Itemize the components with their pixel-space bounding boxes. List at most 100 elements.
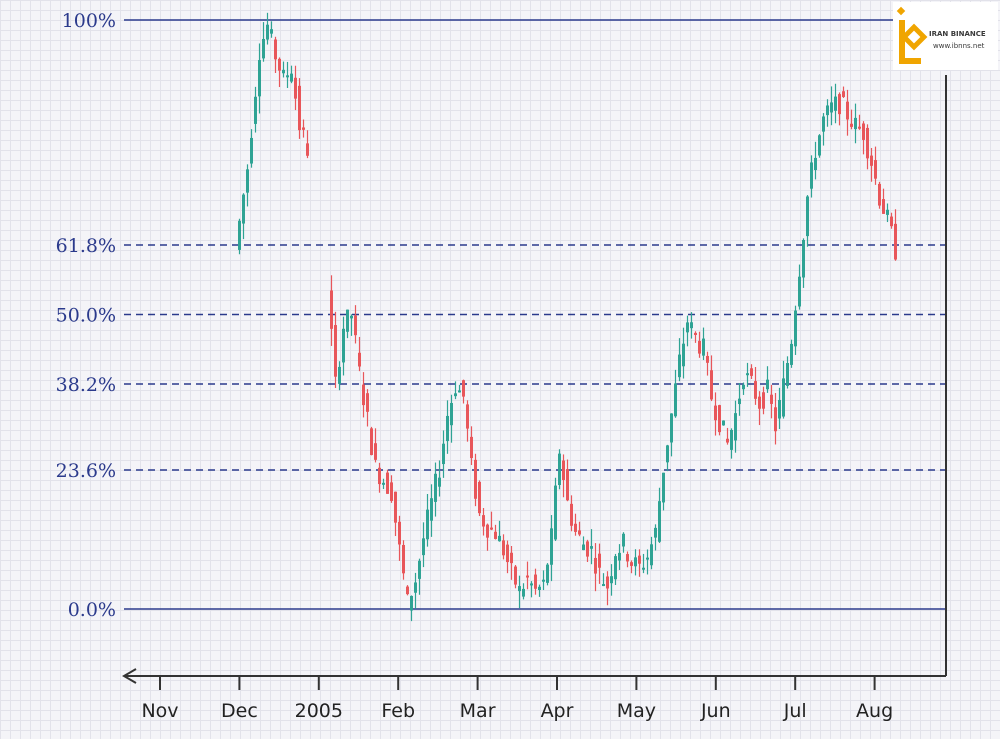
candle-up	[634, 557, 637, 567]
candle-up	[746, 373, 749, 376]
fib-label: 23.6%	[56, 460, 116, 482]
candle-down	[870, 155, 873, 166]
x-tick-label: 2005	[295, 700, 343, 722]
candle-up	[682, 343, 685, 367]
candle-down	[362, 384, 365, 406]
candle-up	[442, 443, 445, 465]
candle-up	[550, 528, 553, 565]
candle-down	[762, 392, 765, 409]
fib-level-labels: 100% 61.8% 50.0% 38.2% 23.6% 0.0%	[56, 10, 116, 621]
candle-down	[866, 127, 869, 159]
candle-up	[518, 586, 521, 592]
candle-up	[446, 415, 449, 442]
candle-down	[394, 491, 397, 523]
x-tick-label: Jul	[783, 700, 807, 722]
fib-level-lines	[124, 19, 946, 610]
candle-up	[678, 354, 681, 378]
candle-up	[646, 557, 649, 560]
candle-up	[722, 420, 725, 426]
candle-up	[426, 509, 429, 540]
candle-down	[718, 405, 721, 433]
x-axis-ticks: Nov Dec 2005 Feb Mar Apr May Jun Jul Aug	[141, 676, 893, 722]
candle-up	[238, 220, 241, 250]
candle-down	[502, 540, 505, 556]
candle-up	[622, 533, 625, 547]
candle-up	[734, 413, 737, 441]
candle-down	[758, 396, 761, 409]
candle-up	[782, 378, 785, 417]
x-tick-label: Mar	[460, 700, 496, 722]
brand-mark-icon	[896, 6, 928, 64]
candle-down	[334, 325, 337, 377]
candle-down	[850, 123, 853, 127]
candle-up	[786, 363, 789, 386]
candle-down	[406, 586, 409, 595]
candle-up	[654, 527, 657, 538]
candle-up	[806, 196, 809, 237]
candle-down	[726, 438, 729, 443]
candle-down	[330, 290, 333, 329]
candle-up	[670, 413, 673, 443]
fib-label: 50.0%	[56, 305, 116, 327]
candle-down	[594, 557, 597, 574]
candle-up	[818, 135, 821, 156]
candle-down	[526, 575, 529, 578]
candle-down	[510, 552, 513, 564]
x-tick-label: Dec	[221, 700, 258, 722]
candle-up	[266, 24, 269, 40]
candle-up	[530, 583, 533, 586]
candle-up	[822, 116, 825, 132]
candle-down	[890, 216, 893, 227]
candle-down	[862, 123, 865, 140]
candle-down	[366, 393, 369, 412]
candle-up	[242, 194, 245, 224]
candle-down	[534, 574, 537, 589]
candle-down	[578, 530, 581, 535]
candle-down	[586, 541, 589, 557]
candle-down	[278, 58, 281, 71]
x-tick-label: Nov	[141, 700, 178, 722]
candle-down	[574, 523, 577, 532]
candle-down	[506, 544, 509, 563]
brand-url: www.ibnns.net	[933, 42, 985, 50]
candle-up	[826, 105, 829, 116]
candle-down	[462, 380, 465, 397]
candle-down	[562, 460, 565, 480]
candle-up	[662, 472, 665, 503]
candle-up	[346, 309, 349, 332]
candle-down	[774, 407, 777, 432]
fib-label: 61.8%	[56, 235, 116, 257]
candle-down	[770, 394, 773, 404]
candle-up	[438, 477, 441, 487]
candle-up	[498, 535, 501, 542]
candle-up	[886, 209, 889, 215]
candle-up	[602, 584, 605, 587]
candle-down	[598, 553, 601, 568]
candle-up	[618, 552, 621, 561]
candle-up	[766, 379, 769, 390]
candle-up	[342, 328, 345, 363]
candle-down	[714, 405, 717, 421]
fib-label: 38.2%	[56, 374, 116, 396]
candle-down	[486, 524, 489, 538]
x-axis-arrow-icon	[122, 668, 137, 684]
candle-up	[690, 322, 693, 329]
candle-down	[874, 160, 877, 179]
candle-up	[830, 102, 833, 113]
candle-down	[306, 143, 309, 156]
candle-down	[466, 404, 469, 429]
candle-down	[386, 472, 389, 494]
candle-up	[810, 162, 813, 189]
fib-label: 0.0%	[68, 599, 116, 621]
x-tick-label: May	[617, 700, 656, 722]
brand-name: IRAN BINANCE	[929, 30, 986, 38]
candle-up	[742, 384, 745, 390]
candle-down	[754, 381, 757, 399]
candle-down	[370, 428, 373, 455]
candle-up	[590, 546, 593, 549]
candle-down	[398, 521, 401, 545]
candle-down	[638, 555, 641, 564]
candle-up	[582, 544, 585, 551]
candle-down	[710, 370, 713, 400]
